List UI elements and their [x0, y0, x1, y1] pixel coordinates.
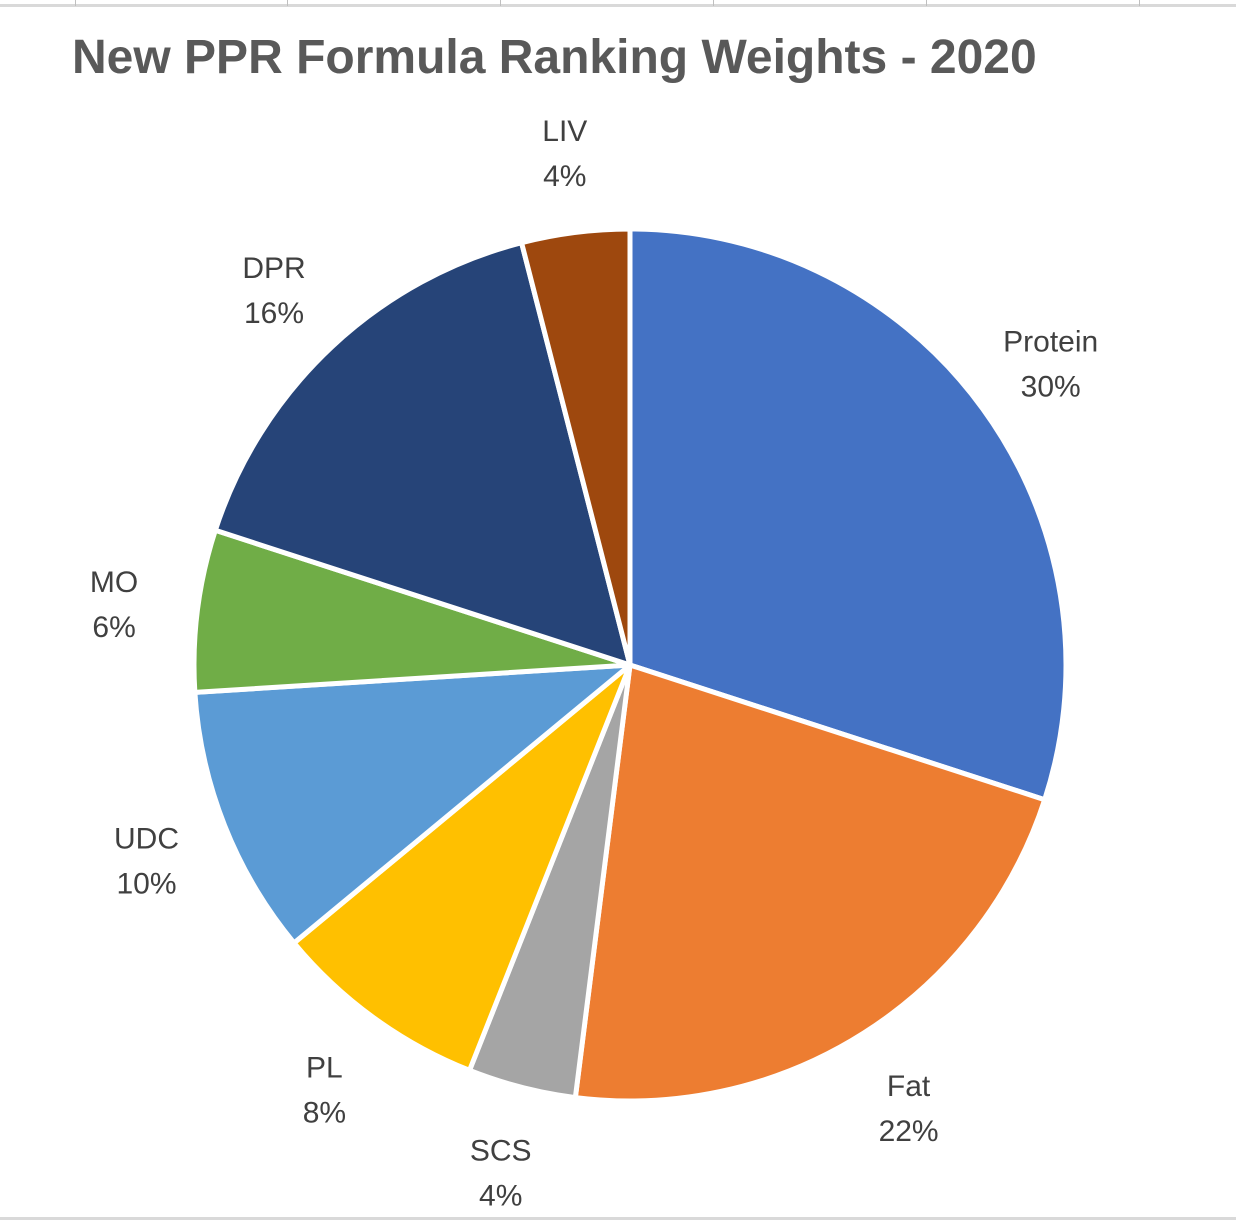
slice-value-label: 10% — [116, 867, 176, 900]
pie-slice-pl — [291, 662, 633, 1073]
slice-value-label: 8% — [303, 1097, 346, 1130]
pie-slice-liv — [519, 226, 633, 668]
bottom-border-line — [0, 1217, 1236, 1220]
top-tick — [287, 0, 288, 6]
slice-label-pl: PL 8% — [303, 1052, 346, 1130]
chart-title: New PPR Formula Ranking Weights - 2020 — [72, 31, 1037, 84]
top-tick — [713, 0, 714, 6]
slice-label-liv: LIV 4% — [542, 115, 587, 193]
slice-category-label: UDC — [114, 822, 179, 855]
slice-label-dpr: DPR 16% — [242, 252, 305, 330]
top-tick — [926, 0, 927, 6]
slice-value-label: 4% — [479, 1180, 522, 1213]
slice-value-label: 30% — [1021, 370, 1081, 403]
slice-label-scs: SCS 4% — [470, 1135, 532, 1213]
slice-label-protein: Protein 30% — [1003, 325, 1098, 403]
top-tick — [500, 0, 501, 6]
slice-category-label: LIV — [542, 115, 587, 148]
slice-label-mo: MO 6% — [90, 566, 138, 644]
slice-label-fat: Fat 22% — [879, 1070, 939, 1148]
pie-slice-protein — [627, 226, 1069, 803]
slice-label-udc: UDC 10% — [114, 822, 179, 900]
pie-slice-udc — [192, 662, 633, 946]
slice-category-label: Fat — [887, 1070, 931, 1103]
slice-category-label: PL — [306, 1052, 343, 1085]
pie-slice-dpr — [212, 240, 633, 668]
top-tick — [75, 0, 76, 6]
pie-labels: Protein 30% Fat 22% SCS 4% PL 8% UDC 10% MO 6% DPR 16… — [90, 115, 1098, 1213]
pie-slice-mo — [191, 527, 633, 695]
slice-value-label: 22% — [879, 1115, 939, 1148]
slice-category-label: DPR — [242, 252, 305, 285]
slice-value-label: 16% — [244, 297, 304, 330]
slice-category-label: MO — [90, 566, 138, 599]
slice-category-label: Protein — [1003, 325, 1098, 358]
pie-slices — [191, 226, 1069, 1104]
pie-slice-fat — [572, 662, 1048, 1104]
slice-value-label: 4% — [543, 160, 586, 193]
slice-category-label: SCS — [470, 1135, 532, 1168]
top-border-line — [0, 4, 1236, 7]
top-tick — [1139, 0, 1140, 6]
slice-value-label: 6% — [92, 611, 135, 644]
